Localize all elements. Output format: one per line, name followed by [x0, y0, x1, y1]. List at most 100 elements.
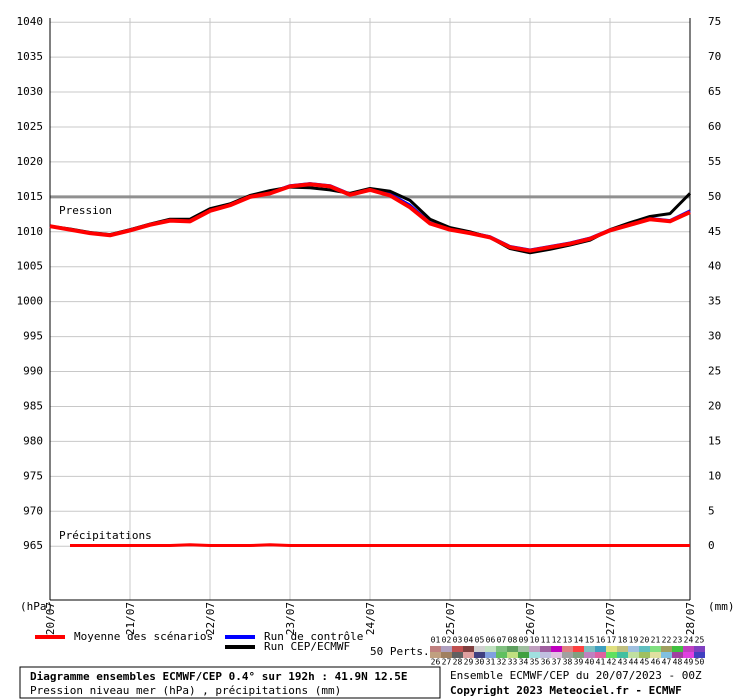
perturbation-swatch: [650, 646, 661, 652]
perturbation-label: 24: [684, 636, 694, 645]
perturbation-swatch: [694, 652, 705, 658]
y2-tick-label: 35: [708, 295, 721, 308]
x-tick-label: 24/07: [364, 602, 377, 635]
perturbation-swatch: [529, 652, 540, 658]
perturbation-swatch: [661, 646, 672, 652]
perturbation-label: 08: [508, 636, 518, 645]
perturbation-label: 30: [475, 658, 485, 667]
perturbation-label: 32: [497, 658, 507, 667]
perturbation-label: 40: [585, 658, 595, 667]
perturbation-label: 26: [431, 658, 441, 667]
perturbation-label: 36: [541, 658, 551, 667]
x-tick-label: 25/07: [444, 602, 457, 635]
y-tick-label: 1015: [17, 190, 44, 203]
perturbation-label: 20: [640, 636, 650, 645]
perturbation-label: 12: [552, 636, 562, 645]
perturbation-swatch: [452, 646, 463, 652]
y-tick-label: 1020: [17, 155, 44, 168]
perturbation-swatch: [562, 646, 573, 652]
perturbation-swatch: [507, 646, 518, 652]
y2-tick-label: 15: [708, 434, 721, 447]
perturbation-swatch: [683, 646, 694, 652]
perturbation-swatch: [430, 646, 441, 652]
perturbation-swatch: [584, 646, 595, 652]
perturbation-label: 35: [530, 658, 540, 667]
perturbation-label: 50 Perts.: [370, 645, 430, 658]
legend-label: Run CEP/ECMWF: [264, 640, 350, 653]
perturbation-swatch: [518, 646, 529, 652]
perturbation-label: 10: [530, 636, 540, 645]
perturbation-label: 03: [453, 636, 463, 645]
perturbation-swatch: [474, 652, 485, 658]
perturbation-label: 37: [552, 658, 562, 667]
perturbation-swatch: [485, 652, 496, 658]
y2-tick-label: 75: [708, 15, 721, 28]
perturbation-swatch: [628, 646, 639, 652]
perturbation-label: 18: [618, 636, 628, 645]
perturbation-label: 19: [629, 636, 639, 645]
x-tick-label: 20/07: [44, 602, 57, 635]
perturbation-swatch: [485, 646, 496, 652]
perturbation-label: 15: [585, 636, 595, 645]
x-tick-label: 23/07: [284, 602, 297, 635]
y-axis-label: (hPa): [20, 600, 53, 613]
perturbation-swatch: [672, 646, 683, 652]
y2-tick-label: 55: [708, 155, 721, 168]
legend-label: Moyenne des scénarios: [74, 630, 213, 643]
perturbation-label: 14: [574, 636, 584, 645]
y2-tick-label: 20: [708, 399, 721, 412]
perturbation-label: 50: [695, 658, 705, 667]
perturbation-swatch: [518, 652, 529, 658]
perturbation-swatch: [628, 652, 639, 658]
perturbation-label: 38: [563, 658, 573, 667]
y-tick-label: 1010: [17, 225, 44, 238]
perturbation-label: 06: [486, 636, 496, 645]
perturbation-swatch: [584, 652, 595, 658]
perturbation-swatch: [496, 652, 507, 658]
perturbation-label: 25: [695, 636, 705, 645]
y-tick-label: 1040: [17, 15, 44, 28]
pressure-label: Pression: [59, 204, 112, 217]
perturbation-swatch: [595, 652, 606, 658]
perturbation-swatch: [694, 646, 705, 652]
perturbation-swatch: [617, 646, 628, 652]
perturbation-swatch: [617, 652, 628, 658]
y-tick-label: 1005: [17, 260, 44, 273]
perturbation-swatch: [441, 652, 452, 658]
perturbation-label: 43: [618, 658, 628, 667]
perturbation-label: 39: [574, 658, 584, 667]
legend-label: Run de contrôle: [264, 630, 363, 643]
perturbation-label: 29: [464, 658, 474, 667]
perturbation-swatch: [683, 652, 694, 658]
y2-tick-label: 60: [708, 120, 721, 133]
perturbation-swatch: [474, 646, 485, 652]
y-tick-label: 975: [23, 469, 43, 482]
perturbation-swatch: [540, 646, 551, 652]
perturbation-label: 48: [673, 658, 683, 667]
perturbation-label: 05: [475, 636, 485, 645]
perturbation-label: 27: [442, 658, 452, 667]
y-tick-label: 1025: [17, 120, 44, 133]
y-tick-label: 1000: [17, 295, 44, 308]
perturbation-swatch: [639, 646, 650, 652]
footer-title: Diagramme ensembles ECMWF/CEP 0.4° sur 1…: [30, 670, 408, 683]
y2-tick-label: 10: [708, 469, 721, 482]
perturbation-label: 11: [541, 636, 551, 645]
perturbation-swatch: [463, 646, 474, 652]
y-tick-label: 985: [23, 399, 43, 412]
x-tick-label: 26/07: [524, 602, 537, 635]
perturbation-label: 09: [519, 636, 529, 645]
perturbation-swatch: [463, 652, 474, 658]
y2-tick-label: 65: [708, 85, 721, 98]
y2-tick-label: 45: [708, 225, 721, 238]
perturbation-swatch: [562, 652, 573, 658]
perturbation-swatch: [540, 652, 551, 658]
perturbation-label: 13: [563, 636, 573, 645]
x-tick-label: 21/07: [124, 602, 137, 635]
perturbation-label: 01: [431, 636, 441, 645]
perturbation-swatch: [507, 652, 518, 658]
footer-run: Ensemble ECMWF/CEP du 20/07/2023 - 00Z: [450, 669, 702, 682]
y-tick-label: 965: [23, 539, 43, 552]
y-tick-label: 980: [23, 434, 43, 447]
